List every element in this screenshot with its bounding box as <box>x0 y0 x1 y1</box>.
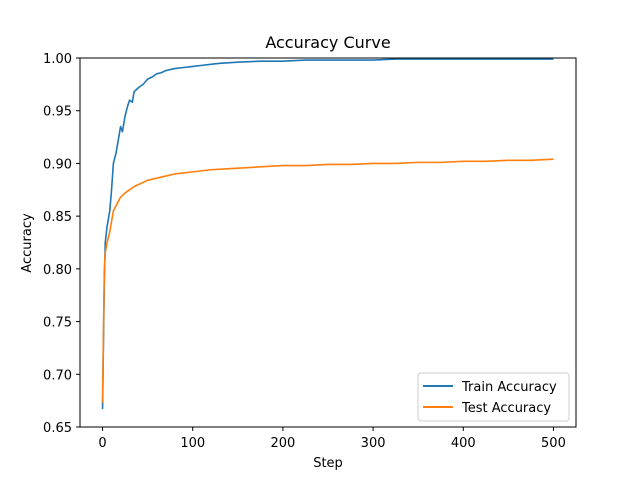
x-tick-label: 100 <box>180 436 205 451</box>
legend-label-train: Train Accuracy <box>461 380 557 395</box>
chart-title: Accuracy Curve <box>265 33 390 52</box>
y-tick-label: 0.65 <box>43 421 72 436</box>
x-tick-label: 200 <box>270 436 295 451</box>
y-tick-label: 1.00 <box>43 52 72 67</box>
legend-box <box>417 372 570 422</box>
series-line-train <box>101 58 554 410</box>
y-tick-label: 0.85 <box>43 210 72 225</box>
series-line-test <box>101 158 554 403</box>
x-tick-label: 500 <box>541 436 566 451</box>
x-tick-label: 300 <box>361 436 386 451</box>
legend: Train Accuracy Test Accuracy <box>417 372 570 422</box>
x-axis-title: Step <box>313 456 343 471</box>
legend-label-test: Test Accuracy <box>461 401 551 416</box>
x-tick-label: 400 <box>451 436 476 451</box>
plot-frame <box>79 57 577 428</box>
y-tick-label: 0.70 <box>43 368 72 383</box>
y-axis-title: Accuracy <box>20 213 35 273</box>
series-layer <box>101 58 554 410</box>
y-axis: 0.65 0.70 0.75 0.80 0.85 0.90 0.95 1.00 <box>43 52 80 436</box>
y-tick-label: 0.90 <box>43 157 72 172</box>
x-tick-label: 0 <box>98 436 106 451</box>
x-axis: 0 100 200 300 400 500 <box>98 427 566 451</box>
y-tick-label: 0.80 <box>43 263 72 278</box>
y-tick-label: 0.75 <box>43 316 72 331</box>
y-tick-label: 0.95 <box>43 105 72 120</box>
